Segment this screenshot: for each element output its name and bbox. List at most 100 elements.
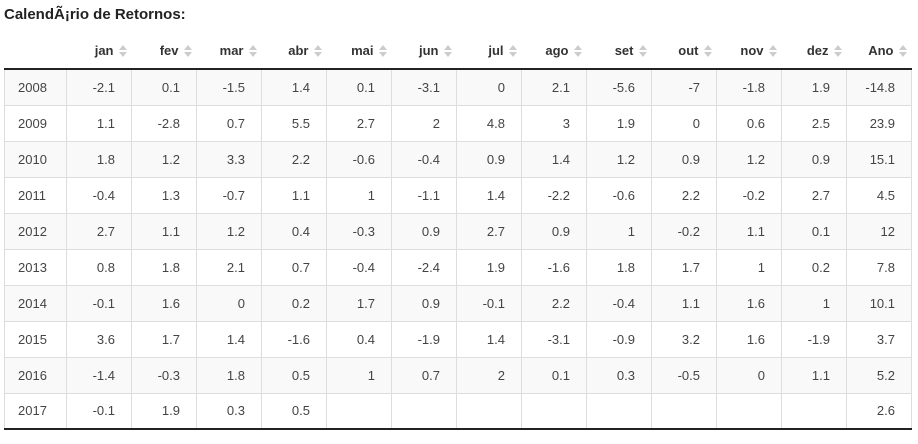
value-cell: -7 [651, 68, 717, 106]
column-header-jun[interactable]: jun [391, 33, 457, 70]
value-cell: 1.1 [781, 356, 847, 394]
column-header-label: ago [545, 43, 569, 58]
sort-both-icon [768, 45, 777, 57]
value-cell: -0.9 [586, 320, 652, 358]
value-cell: 1.8 [66, 140, 132, 178]
value-cell: 1.8 [586, 248, 652, 286]
value-cell: -0.2 [716, 176, 782, 214]
column-header-nov[interactable]: nov [716, 33, 782, 70]
value-cell: -2.2 [521, 176, 587, 214]
sort-both-icon [833, 45, 842, 57]
value-cell: 2.7 [326, 104, 392, 142]
value-cell: 2.7 [66, 212, 132, 250]
sort-both-icon [248, 45, 257, 57]
value-cell: -0.7 [196, 176, 262, 214]
year-cell: 2011 [4, 176, 67, 214]
value-cell: -0.2 [651, 212, 717, 250]
column-header-ano[interactable]: Ano [846, 33, 912, 70]
value-cell: 3.3 [196, 140, 262, 178]
value-cell: -1.6 [261, 320, 327, 358]
sort-both-icon [573, 45, 582, 57]
value-cell: 0.9 [391, 284, 457, 322]
value-cell: 4.8 [456, 104, 522, 142]
table-row-2013: 2013 0.8 1.8 2.1 0.7 -0.4 -2.4 1.9 -1.6 1.8 1.7 1 0.… [4, 248, 912, 286]
value-cell: 1 [781, 284, 847, 322]
value-cell [716, 392, 782, 430]
table-row-2010: 2010 1.8 1.2 3.3 2.2 -0.6 -0.4 0.9 1.4 1.2 0.9 1.2 0… [4, 140, 912, 178]
column-header-label: out [678, 43, 699, 58]
column-header-label: nov [740, 43, 764, 58]
value-cell: 1.9 [131, 392, 197, 430]
column-header-set[interactable]: set [586, 33, 652, 70]
sort-both-icon [508, 45, 517, 57]
table-row-2011: 2011 -0.4 1.3 -0.7 1.1 1 -1.1 1.4 -2.2 -0.6 2.2 -0.… [4, 176, 912, 214]
value-cell: 1.1 [651, 284, 717, 322]
value-cell: 0.1 [131, 68, 197, 106]
value-cell: -1.1 [391, 176, 457, 214]
value-cell: 2.1 [196, 248, 262, 286]
value-cell: -0.4 [66, 176, 132, 214]
value-cell: -2.4 [391, 248, 457, 286]
sort-both-icon [183, 45, 192, 57]
column-header-out[interactable]: out [651, 33, 717, 70]
value-cell: -0.3 [131, 356, 197, 394]
value-cell: 1.4 [521, 140, 587, 178]
year-cell: 2008 [4, 68, 67, 106]
value-cell: 1 [326, 356, 392, 394]
value-cell: 15.1 [846, 140, 912, 178]
value-cell: 1.2 [196, 212, 262, 250]
value-cell [521, 392, 587, 430]
value-cell: 0 [651, 104, 717, 142]
value-cell: 1.9 [456, 248, 522, 286]
value-cell: 2.1 [521, 68, 587, 106]
value-cell: 0.1 [326, 68, 392, 106]
value-cell: 0.9 [391, 212, 457, 250]
value-cell: -3.1 [521, 320, 587, 358]
table-row-2015: 2015 3.6 1.7 1.4 -1.6 0.4 -1.9 1.4 -3.1 -0.9 3.2 1.… [4, 320, 912, 358]
sort-both-icon [313, 45, 322, 57]
column-header-label: mai [351, 43, 374, 58]
value-cell: 12 [846, 212, 912, 250]
value-cell: 0 [456, 68, 522, 106]
value-cell: 1.9 [781, 68, 847, 106]
year-cell: 2009 [4, 104, 67, 142]
column-header-mai[interactable]: mai [326, 33, 392, 70]
value-cell: -1.4 [66, 356, 132, 394]
value-cell: 0.6 [716, 104, 782, 142]
value-cell: 2.2 [521, 284, 587, 322]
table-row-2012: 2012 2.7 1.1 1.2 0.4 -0.3 0.9 2.7 0.9 1 -0.2 1.1 0.1… [4, 212, 912, 250]
column-header-label: jul [488, 43, 504, 58]
year-cell: 2014 [4, 284, 67, 322]
table-row-2017: 2017 -0.1 1.9 0.3 0.5 2.6 [4, 392, 912, 430]
value-cell: 1 [326, 176, 392, 214]
value-cell: 1.4 [261, 68, 327, 106]
value-cell: 1.4 [456, 320, 522, 358]
value-cell: -0.4 [326, 248, 392, 286]
column-header-jul[interactable]: jul [456, 33, 522, 70]
page-title: CalendÃ¡rio de Retornos: [4, 6, 186, 23]
value-cell: 1.7 [326, 284, 392, 322]
column-header-fev[interactable]: fev [131, 33, 197, 70]
value-cell: 0.9 [781, 140, 847, 178]
value-cell: 1.4 [196, 320, 262, 358]
value-cell: 0.9 [521, 212, 587, 250]
value-cell: 1.2 [131, 140, 197, 178]
value-cell [781, 392, 847, 430]
column-header-mar[interactable]: mar [196, 33, 262, 70]
sort-both-icon [378, 45, 387, 57]
column-header-ago[interactable]: ago [521, 33, 587, 70]
value-cell [586, 392, 652, 430]
value-cell: 2 [391, 104, 457, 142]
value-cell: 1 [716, 248, 782, 286]
column-header-dez[interactable]: dez [781, 33, 847, 70]
value-cell: 1.1 [716, 212, 782, 250]
value-cell: -1.9 [781, 320, 847, 358]
column-header-jan[interactable]: jan [66, 33, 132, 70]
returns-table: jan fev mar abr mai jun jul ago set out nov dez Ano … [4, 33, 912, 430]
value-cell: 1.7 [131, 320, 197, 358]
value-cell: -1.6 [521, 248, 587, 286]
column-header-abr[interactable]: abr [261, 33, 327, 70]
sort-both-icon [703, 45, 712, 57]
table-row-2016: 2016 -1.4 -0.3 1.8 0.5 1 0.7 2 0.1 0.3 -0.5 0 1.1 5.2 [4, 356, 912, 394]
value-cell: -1.8 [716, 68, 782, 106]
